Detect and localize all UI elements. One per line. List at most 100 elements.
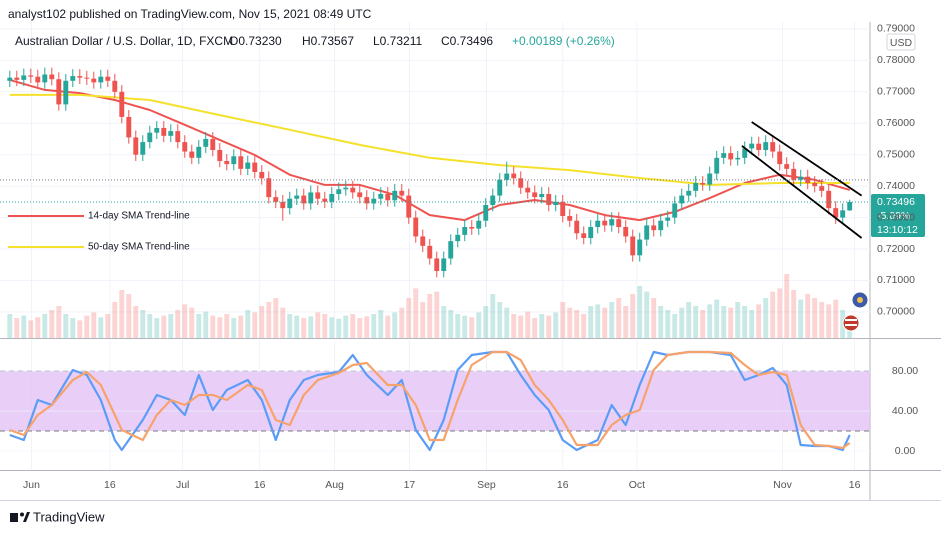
candle-body [322,198,328,202]
volume-bar [84,315,90,338]
y-tick-label: 0.79000 [877,23,915,35]
candle-body [707,173,713,185]
candle-body [553,201,559,205]
volume-bar [833,299,839,338]
volume-bar [413,288,419,338]
candle-body [693,182,699,191]
candle-body [728,153,734,160]
volume-bar [294,315,300,338]
volume-bar [483,306,489,338]
volume-bar [42,314,48,338]
volume-bar [595,304,601,338]
volume-bar [602,307,608,338]
volume-bar [140,310,146,338]
candle-body [357,192,363,198]
candle-body [532,192,538,198]
candle-body [700,182,706,185]
x-tick-label: Jun [23,479,40,491]
volume-bar [266,302,272,338]
y-tick-label: 0.76000 [877,117,915,129]
volume-bar [336,318,342,338]
candle-body [504,173,510,180]
volume-bar [56,306,62,338]
candle-body [609,219,615,226]
candle-body [385,193,391,201]
volume-bar [791,290,797,338]
logo-mark [10,513,18,522]
candle-body [399,190,405,196]
volume-bar [196,314,202,338]
x-tick-label: 16 [557,479,569,491]
candle-body [189,151,195,158]
candle-body [63,80,69,105]
candle-body [441,258,447,272]
candle-body [119,91,125,117]
volume-bar [434,291,440,338]
volume-bar [469,317,475,338]
candle-body [770,142,776,152]
volume-bar [609,302,615,338]
candle-body [406,195,412,218]
volume-bar [287,314,293,338]
stoch-line [9,350,851,450]
candle-body [161,127,167,136]
volume-bar [273,298,279,338]
volume-bar [770,291,776,338]
volume-bar [385,315,391,338]
logo-mark [20,512,24,517]
candle-body [217,149,223,161]
volume-bar [63,314,69,338]
volume-bar [322,314,328,338]
volume-bar [371,314,377,338]
volume-bar [399,307,405,338]
flag-icon [845,324,857,326]
volume-bar [21,315,27,338]
candle-body [826,190,832,209]
volume-bar [742,306,748,338]
volume-bar [280,307,286,338]
volume-bar [511,314,517,338]
volume-bar [420,302,426,338]
x-tick-label: Jul [176,479,189,491]
channel-line [741,145,863,239]
volume-bar [693,306,699,338]
candle-body [427,245,433,259]
flag-icon [842,314,860,332]
candle-body [686,190,692,196]
candle-body [742,148,748,158]
volume-bar [168,314,174,338]
x-tick-label: 16 [849,479,861,491]
candle-body [651,225,657,231]
y-tick-label: 0.71000 [877,274,915,286]
volume-bar [308,316,314,338]
candle-body [812,182,818,187]
volume-bar [546,315,552,338]
legend-label: 50-day SMA Trend-line [88,242,190,253]
y-tick-label: 0.78000 [877,54,915,66]
volume-bar [378,310,384,338]
sma-line [9,78,850,222]
volume-bar [581,314,587,338]
volume-bar [357,318,363,338]
volume-bar [105,314,111,338]
candle-body [518,178,524,188]
candle-body [49,74,55,80]
volume-bar [35,317,41,338]
candle-body [294,195,300,199]
candle-body [378,193,384,199]
logo: TradingView [10,509,105,524]
volume-bar [77,320,83,338]
candle-body [413,217,419,237]
x-tick-label: Aug [325,479,344,491]
volume-bar [252,312,258,338]
candle-body [595,220,601,228]
y-tick-label: 0.70000 [877,306,915,318]
candle-body [567,216,573,221]
volume-bar [784,274,790,338]
symbol: Australian Dollar / U.S. Dollar, 1D, FXC… [15,34,233,48]
candle-body [245,162,251,169]
volume-bar [798,299,804,338]
volume-bar [455,314,461,338]
volume-bar [126,294,132,338]
